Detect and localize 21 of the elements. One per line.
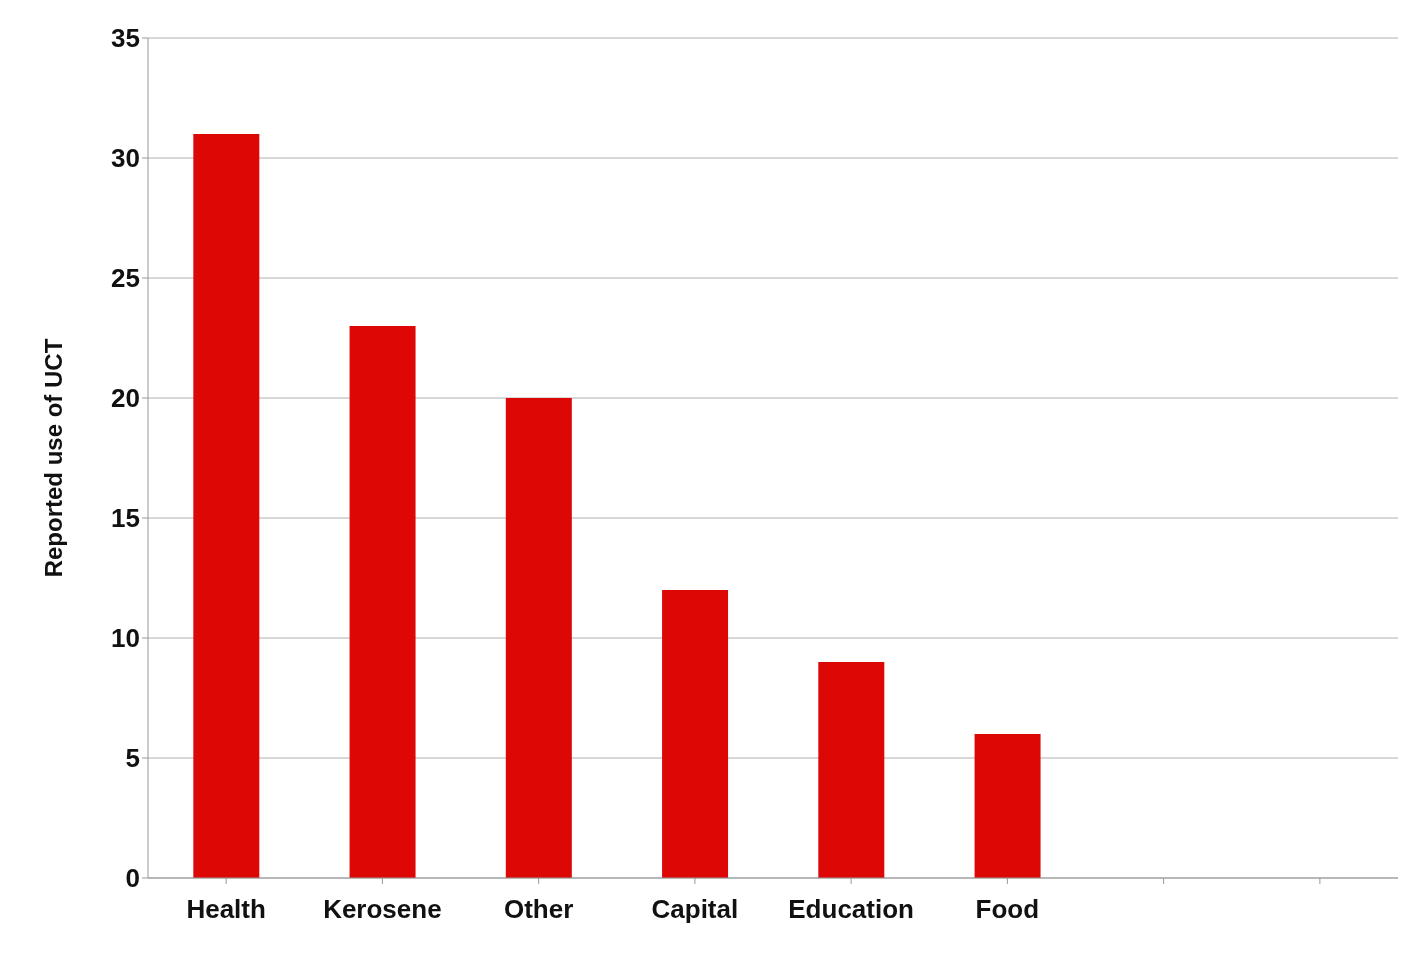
bar [662,590,729,878]
y-tick-label: 35 [111,23,140,54]
y-tick-label: 15 [111,503,140,534]
x-tick-label: Capital [651,894,739,925]
bar [505,398,572,878]
bar [818,662,885,878]
x-tick-label: Education [788,894,914,925]
x-tick-label: Other [503,894,574,925]
bar [974,734,1041,878]
x-tick-label: Health [186,894,266,925]
y-tick-label: 25 [111,263,140,294]
bar [349,326,416,878]
y-tick-label: 30 [111,143,140,174]
bar [193,134,260,878]
x-tick-label: Food [975,894,1040,925]
x-tick-label: Kerosene [323,894,442,925]
y-tick-label: 20 [111,383,140,414]
y-tick-label: 10 [111,623,140,654]
y-axis-title: Reported use of UCT [39,338,67,578]
y-tick-label: 5 [125,743,140,774]
y-tick-label: 0 [125,863,140,894]
